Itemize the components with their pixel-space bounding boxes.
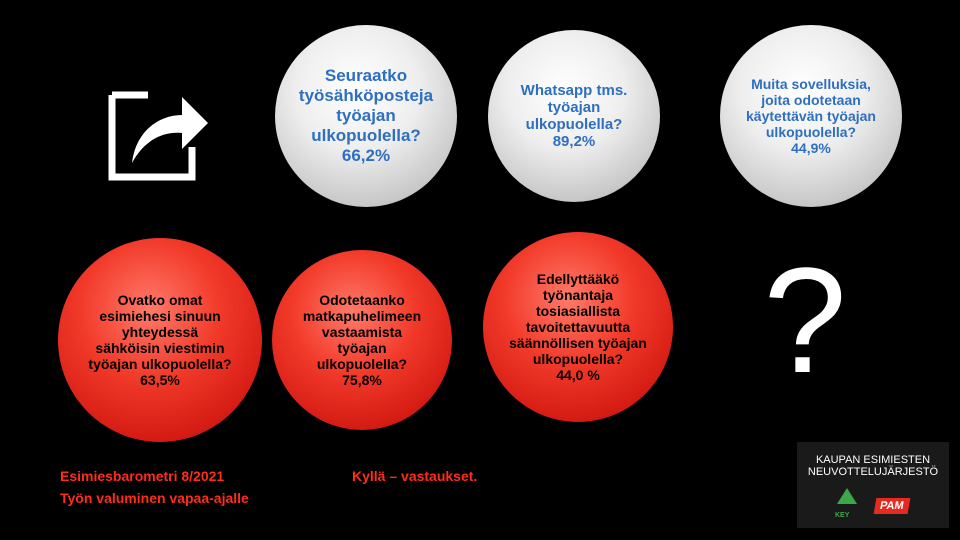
logo-line: NEUVOTTELUJÄRJESTÖ: [807, 466, 939, 478]
answer: 66,2%: [341, 146, 391, 165]
question: Odotetaanko matkapuhelimeen vastaamista …: [302, 292, 422, 372]
source: Esimiesbarometri 8/2021 Työn valuminen v…: [60, 465, 249, 509]
answer: 63,5%: [140, 372, 180, 388]
question: Ovatko omat esimiehesi sinuun yhteydessä…: [88, 292, 232, 372]
sphere: Edellyttääkö työnantaja tosiasiallista t…: [483, 232, 673, 422]
answer: 44,0 %: [556, 367, 600, 383]
sphere: Seuraatko työsähköposteja työajan ulkopu…: [275, 25, 457, 207]
logo: KAUPAN ESIMIESTEN NEUVOTTELUJÄRJESTÖ KEY…: [797, 442, 949, 528]
question: Muita sovelluksia, joita odotetaan käyte…: [746, 76, 876, 140]
question: Seuraatko työsähköposteja työajan ulkopu…: [298, 66, 434, 145]
logo-line: KAUPAN ESIMIESTEN: [815, 454, 931, 466]
sphere: Muita sovelluksia, joita odotetaan käyte…: [720, 25, 902, 207]
question-mark: ?: [763, 236, 847, 404]
sphere: Whatsapp tms. työajan ulkopuolella? 89,2…: [488, 30, 660, 202]
source-line: Esimiesbarometri 8/2021: [60, 468, 225, 484]
source-line: Työn valuminen vapaa-ajalle: [60, 490, 249, 506]
sphere: Ovatko omat esimiehesi sinuun yhteydessä…: [58, 238, 262, 442]
answer: 75,8%: [342, 372, 382, 388]
question: Edellyttääkö työnantaja tosiasiallista t…: [509, 271, 647, 367]
sphere: Odotetaanko matkapuhelimeen vastaamista …: [272, 250, 452, 430]
answer: 44,9%: [791, 140, 831, 156]
note: Kyllä – vastaukset.: [352, 468, 478, 484]
answer: 89,2%: [552, 133, 596, 150]
key-label: KEY: [835, 512, 850, 519]
key-icon: [837, 488, 857, 504]
share-icon: [108, 91, 208, 181]
pam-label: PAM: [873, 498, 911, 514]
question: Whatsapp tms. työajan ulkopuolella?: [520, 82, 628, 133]
